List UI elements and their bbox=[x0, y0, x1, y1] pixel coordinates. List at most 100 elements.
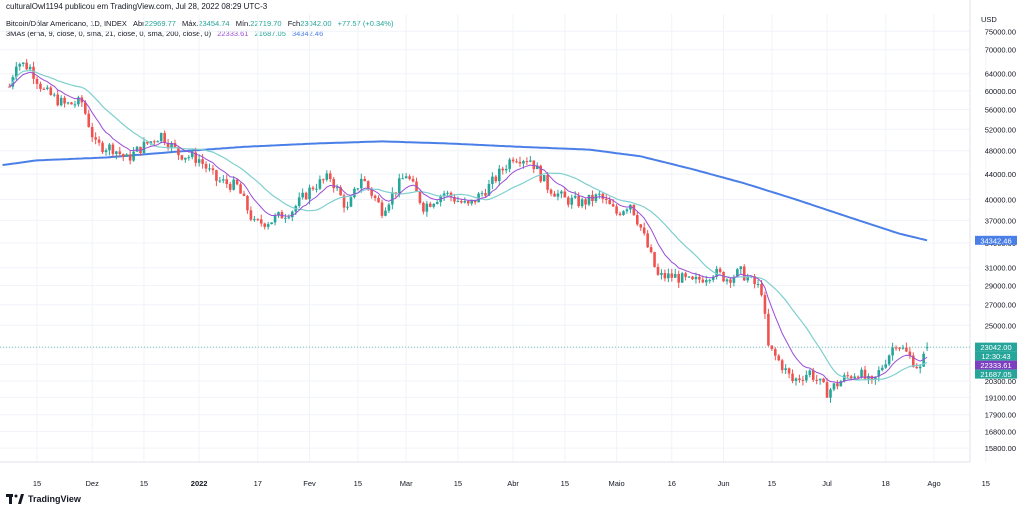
candle-body[interactable] bbox=[615, 206, 618, 214]
candle-body[interactable] bbox=[408, 176, 411, 179]
candle-body[interactable] bbox=[15, 66, 18, 78]
candle-body[interactable] bbox=[163, 132, 166, 144]
candle-body[interactable] bbox=[649, 247, 653, 253]
candle-body[interactable] bbox=[456, 201, 460, 203]
candle-body[interactable] bbox=[673, 274, 677, 278]
candle-body[interactable] bbox=[73, 104, 77, 106]
candle-body[interactable] bbox=[59, 97, 63, 106]
candle-body[interactable] bbox=[235, 179, 239, 185]
candle-body[interactable] bbox=[777, 355, 781, 361]
candle-body[interactable] bbox=[149, 141, 153, 144]
candle-body[interactable] bbox=[111, 144, 115, 154]
candle-body[interactable] bbox=[39, 83, 42, 89]
candle-body[interactable] bbox=[470, 199, 473, 204]
candle-body[interactable] bbox=[315, 188, 318, 190]
candle-body[interactable] bbox=[228, 183, 232, 190]
candle-body[interactable] bbox=[698, 276, 701, 280]
candle-body[interactable] bbox=[356, 188, 360, 190]
candle-body[interactable] bbox=[66, 102, 70, 104]
candle-body[interactable] bbox=[718, 268, 722, 273]
candle-body[interactable] bbox=[905, 347, 908, 352]
candle-body[interactable] bbox=[856, 376, 860, 378]
candle-body[interactable] bbox=[849, 376, 853, 379]
candle-body[interactable] bbox=[680, 273, 684, 283]
candle-body[interactable] bbox=[218, 180, 222, 182]
candle-body[interactable] bbox=[553, 193, 556, 197]
candle-body[interactable] bbox=[480, 193, 484, 195]
candle-body[interactable] bbox=[311, 187, 315, 190]
candle-body[interactable] bbox=[563, 191, 567, 198]
candle-body[interactable] bbox=[780, 360, 784, 371]
candle-body[interactable] bbox=[422, 202, 425, 212]
candle-body[interactable] bbox=[798, 378, 801, 380]
candle-body[interactable] bbox=[691, 276, 694, 280]
candle-body[interactable] bbox=[346, 206, 349, 208]
candle-body[interactable] bbox=[901, 347, 905, 349]
candle-body[interactable] bbox=[877, 370, 881, 377]
candle-body[interactable] bbox=[370, 188, 373, 196]
candle-body[interactable] bbox=[239, 184, 242, 194]
candle-body[interactable] bbox=[618, 213, 622, 215]
candle-body[interactable] bbox=[297, 197, 301, 206]
candle-body[interactable] bbox=[391, 192, 394, 205]
candle-body[interactable] bbox=[353, 188, 356, 198]
candle-body[interactable] bbox=[570, 197, 574, 205]
candle-body[interactable] bbox=[425, 203, 429, 212]
candle-body[interactable] bbox=[508, 159, 511, 169]
candle-body[interactable] bbox=[139, 146, 142, 154]
candle-body[interactable] bbox=[839, 381, 843, 387]
candle-body[interactable] bbox=[663, 273, 667, 279]
candle-body[interactable] bbox=[739, 266, 743, 270]
candle-body[interactable] bbox=[159, 132, 163, 142]
tradingview-footer[interactable]: TradingView bbox=[6, 494, 81, 504]
candle-body[interactable] bbox=[363, 178, 367, 182]
candle-body[interactable] bbox=[204, 163, 208, 169]
candle-body[interactable] bbox=[466, 201, 470, 204]
candle-body[interactable] bbox=[291, 211, 294, 218]
candle-body[interactable] bbox=[49, 87, 53, 96]
candle-body[interactable] bbox=[560, 191, 563, 194]
candle-body[interactable] bbox=[518, 161, 522, 164]
candle-body[interactable] bbox=[404, 176, 408, 179]
candle-body[interactable] bbox=[342, 195, 346, 208]
sma21-line[interactable] bbox=[8, 69, 928, 381]
candle-body[interactable] bbox=[815, 379, 818, 381]
candle-body[interactable] bbox=[767, 313, 770, 346]
candle-body[interactable] bbox=[832, 383, 836, 390]
candle-body[interactable] bbox=[880, 367, 884, 371]
candle-body[interactable] bbox=[222, 179, 225, 181]
candle-body[interactable] bbox=[187, 157, 191, 159]
candle-body[interactable] bbox=[153, 141, 156, 143]
candle-body[interactable] bbox=[891, 347, 894, 356]
candle-body[interactable] bbox=[694, 276, 698, 280]
candle-body[interactable] bbox=[504, 168, 508, 171]
candle-body[interactable] bbox=[577, 195, 580, 207]
candle-body[interactable] bbox=[32, 66, 35, 79]
candle-body[interactable] bbox=[642, 227, 646, 234]
candle-body[interactable] bbox=[156, 141, 160, 143]
candle-body[interactable] bbox=[266, 224, 270, 227]
candle-body[interactable] bbox=[135, 146, 139, 152]
candle-body[interactable] bbox=[829, 389, 832, 398]
candle-body[interactable] bbox=[332, 179, 335, 189]
candle-body[interactable] bbox=[805, 374, 808, 381]
candle-body[interactable] bbox=[522, 161, 525, 164]
candle-body[interactable] bbox=[701, 279, 705, 283]
candle-body[interactable] bbox=[18, 64, 22, 67]
candle-body[interactable] bbox=[173, 143, 177, 148]
candle-body[interactable] bbox=[894, 347, 898, 349]
candle-body[interactable] bbox=[915, 366, 919, 369]
candle-body[interactable] bbox=[746, 277, 749, 281]
candle-body[interactable] bbox=[349, 197, 353, 207]
candle-body[interactable] bbox=[249, 210, 253, 220]
sma200-line[interactable] bbox=[2, 140, 928, 242]
candle-body[interactable] bbox=[677, 274, 680, 283]
candle-body[interactable] bbox=[56, 94, 59, 106]
candle-body[interactable] bbox=[546, 175, 549, 190]
candle-body[interactable] bbox=[639, 224, 643, 228]
candle-body[interactable] bbox=[908, 351, 912, 356]
candle-body[interactable] bbox=[491, 176, 494, 185]
candle-body[interactable] bbox=[373, 195, 377, 199]
candle-body[interactable] bbox=[604, 198, 608, 201]
